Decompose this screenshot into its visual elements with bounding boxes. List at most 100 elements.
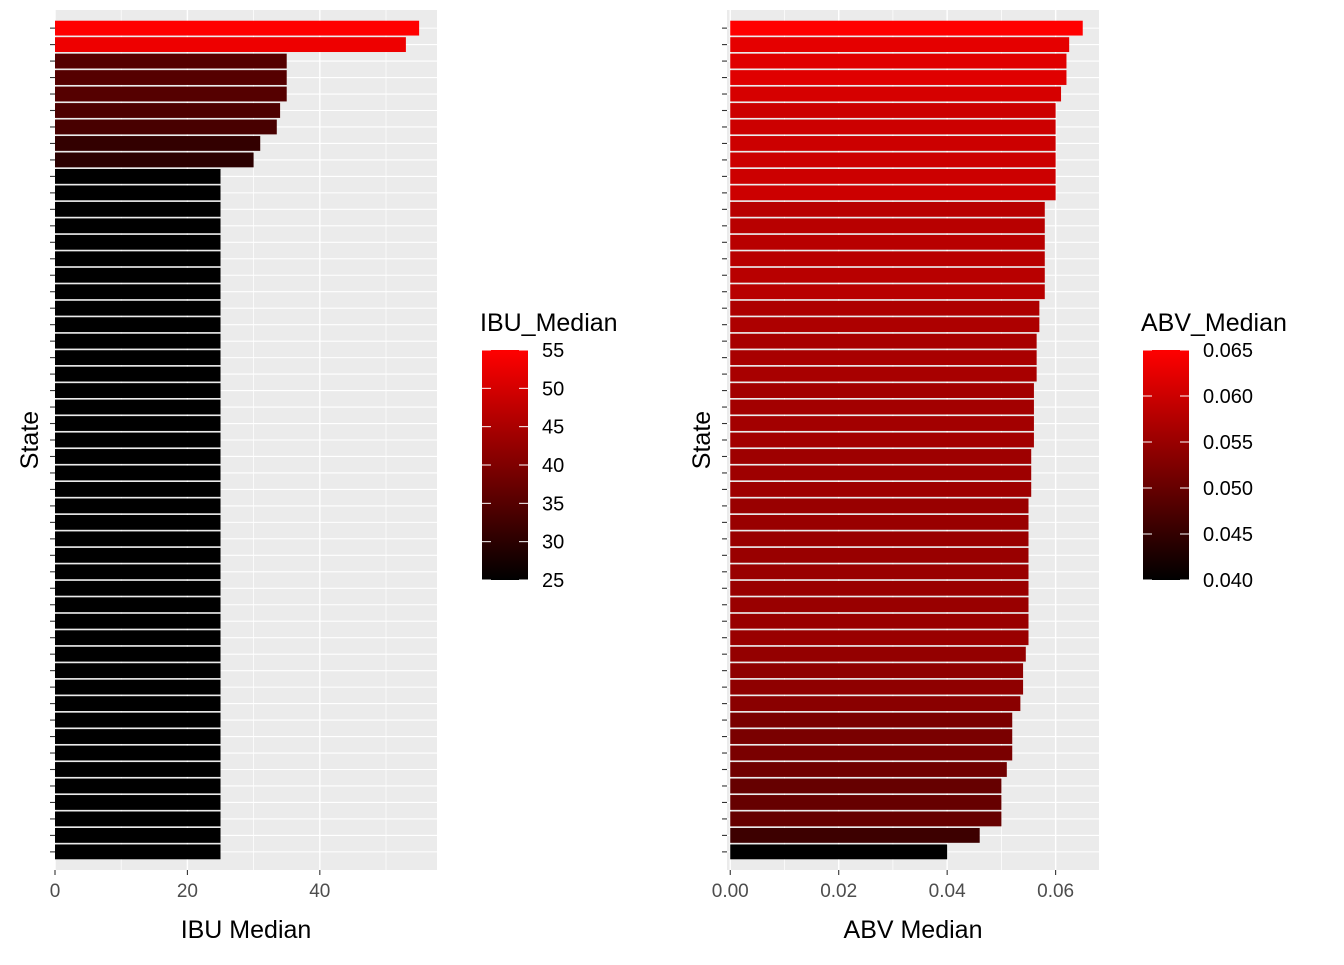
bar xyxy=(55,745,221,761)
bar xyxy=(55,201,221,217)
bar xyxy=(730,795,1002,810)
bar xyxy=(730,745,1013,761)
bar xyxy=(730,613,1029,629)
bar xyxy=(730,267,1045,283)
x-axis-title: IBU Median xyxy=(181,916,312,944)
bar xyxy=(730,53,1067,69)
bar xyxy=(55,267,221,283)
bar xyxy=(55,531,221,547)
bar xyxy=(55,498,221,514)
legend-tick-label: 0.065 xyxy=(1203,340,1253,362)
bar xyxy=(730,20,1083,36)
bar xyxy=(730,547,1029,563)
bar xyxy=(730,350,1037,366)
bar xyxy=(730,86,1062,102)
bar xyxy=(730,597,1029,613)
bar xyxy=(730,251,1045,267)
bar xyxy=(730,811,1002,827)
bar xyxy=(730,729,1013,744)
bar xyxy=(55,218,221,234)
bar xyxy=(730,663,1024,679)
legend-tick-label: 0.050 xyxy=(1203,478,1253,500)
bar xyxy=(55,795,221,810)
bar xyxy=(730,201,1045,217)
bar xyxy=(730,827,980,843)
x-tick-label: 0.06 xyxy=(1037,881,1074,902)
bar xyxy=(730,696,1021,712)
bar xyxy=(55,432,221,448)
bar xyxy=(55,383,221,398)
bar xyxy=(55,811,221,827)
bar xyxy=(55,86,287,102)
bar xyxy=(730,317,1040,333)
bar xyxy=(55,663,221,679)
bar xyxy=(730,70,1067,85)
bar xyxy=(730,498,1029,514)
bar xyxy=(55,37,406,53)
bar xyxy=(730,218,1045,234)
bar xyxy=(55,416,221,431)
bar xyxy=(55,630,221,646)
bar xyxy=(730,564,1029,580)
bar xyxy=(730,152,1056,168)
bar xyxy=(55,696,221,712)
bar xyxy=(730,103,1056,118)
bar xyxy=(55,152,254,168)
legend-tick-label: 0.045 xyxy=(1203,524,1253,546)
x-tick-label: 20 xyxy=(177,881,198,902)
bar xyxy=(55,580,221,596)
x-tick-label: 40 xyxy=(309,881,330,902)
legend-tick-label: 25 xyxy=(542,570,564,592)
x-tick-label: 0.02 xyxy=(820,881,857,902)
bar xyxy=(730,712,1013,728)
x-tick-label: 0.04 xyxy=(929,881,966,902)
bar xyxy=(730,449,1032,464)
legend-title: ABV_Median xyxy=(1141,309,1287,337)
bar xyxy=(730,679,1024,695)
bar xyxy=(730,580,1029,596)
bar xyxy=(55,613,221,629)
bar xyxy=(730,168,1056,184)
bar xyxy=(730,465,1032,481)
bar xyxy=(55,712,221,728)
legend-tick-label: 45 xyxy=(542,417,564,439)
bar xyxy=(55,136,261,151)
bar xyxy=(730,136,1056,151)
bar xyxy=(730,333,1037,349)
bar xyxy=(730,383,1034,398)
bar xyxy=(55,300,221,316)
y-axis-title: State xyxy=(688,411,716,469)
bar xyxy=(55,729,221,744)
bar xyxy=(55,103,281,118)
bar xyxy=(55,185,221,201)
bar xyxy=(730,778,1002,794)
bar xyxy=(730,762,1007,777)
bar xyxy=(55,119,277,135)
bar xyxy=(55,251,221,267)
bar xyxy=(55,465,221,481)
bar xyxy=(55,350,221,366)
bar xyxy=(730,630,1029,646)
legend-colorbar xyxy=(1143,350,1189,580)
legend-tick-label: 30 xyxy=(542,532,564,554)
bar xyxy=(55,547,221,563)
legend-tick-label: 50 xyxy=(542,378,564,400)
bar xyxy=(730,284,1045,300)
bar xyxy=(730,234,1045,250)
bar xyxy=(55,449,221,464)
bar xyxy=(730,185,1056,201)
bar xyxy=(55,827,221,843)
bar xyxy=(730,514,1029,530)
bar xyxy=(730,482,1032,497)
bar xyxy=(730,844,948,860)
legend-tick-label: 0.055 xyxy=(1203,432,1253,454)
bar xyxy=(730,119,1056,135)
bar xyxy=(55,53,287,69)
bar xyxy=(55,514,221,530)
bar xyxy=(730,300,1040,316)
bar xyxy=(55,333,221,349)
bar xyxy=(730,37,1070,53)
bar xyxy=(55,20,420,36)
